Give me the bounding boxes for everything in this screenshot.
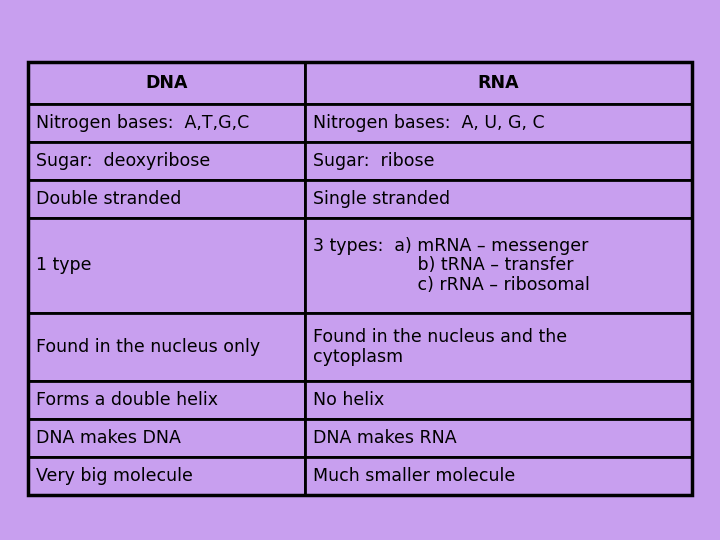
Bar: [305, 218, 692, 313]
Bar: [28, 419, 305, 457]
Bar: [28, 62, 692, 495]
Text: Very big molecule: Very big molecule: [36, 467, 193, 485]
Text: Nitrogen bases:  A,T,G,C: Nitrogen bases: A,T,G,C: [36, 114, 249, 132]
Bar: [28, 218, 305, 313]
Text: 1 type: 1 type: [36, 256, 91, 274]
Bar: [305, 104, 692, 142]
Text: DNA makes DNA: DNA makes DNA: [36, 429, 181, 447]
Text: Double stranded: Double stranded: [36, 190, 181, 208]
Text: Much smaller molecule: Much smaller molecule: [313, 467, 516, 485]
Bar: [28, 180, 305, 218]
Bar: [305, 457, 692, 495]
Text: Found in the nucleus and the: Found in the nucleus and the: [313, 328, 567, 346]
Bar: [28, 142, 305, 180]
Bar: [28, 62, 305, 104]
Bar: [28, 313, 305, 381]
Bar: [305, 62, 692, 104]
Bar: [305, 419, 692, 457]
Text: c) rRNA – ribosomal: c) rRNA – ribosomal: [313, 276, 590, 294]
Text: b) tRNA – transfer: b) tRNA – transfer: [313, 256, 574, 274]
Text: Forms a double helix: Forms a double helix: [36, 391, 218, 409]
Bar: [305, 381, 692, 419]
Text: Nitrogen bases:  A, U, G, C: Nitrogen bases: A, U, G, C: [313, 114, 544, 132]
Bar: [28, 381, 305, 419]
Text: 3 types:  a) mRNA – messenger: 3 types: a) mRNA – messenger: [313, 237, 588, 255]
Bar: [28, 104, 305, 142]
Text: DNA: DNA: [145, 74, 188, 92]
Bar: [305, 313, 692, 381]
Text: Single stranded: Single stranded: [313, 190, 450, 208]
Bar: [305, 142, 692, 180]
Text: RNA: RNA: [477, 74, 519, 92]
Text: Sugar:  ribose: Sugar: ribose: [313, 152, 434, 170]
Text: Found in the nucleus only: Found in the nucleus only: [36, 338, 260, 356]
Text: DNA makes RNA: DNA makes RNA: [313, 429, 456, 447]
Text: No helix: No helix: [313, 391, 384, 409]
Bar: [305, 180, 692, 218]
Text: cytoplasm: cytoplasm: [313, 348, 403, 366]
Text: Sugar:  deoxyribose: Sugar: deoxyribose: [36, 152, 210, 170]
Bar: [28, 457, 305, 495]
